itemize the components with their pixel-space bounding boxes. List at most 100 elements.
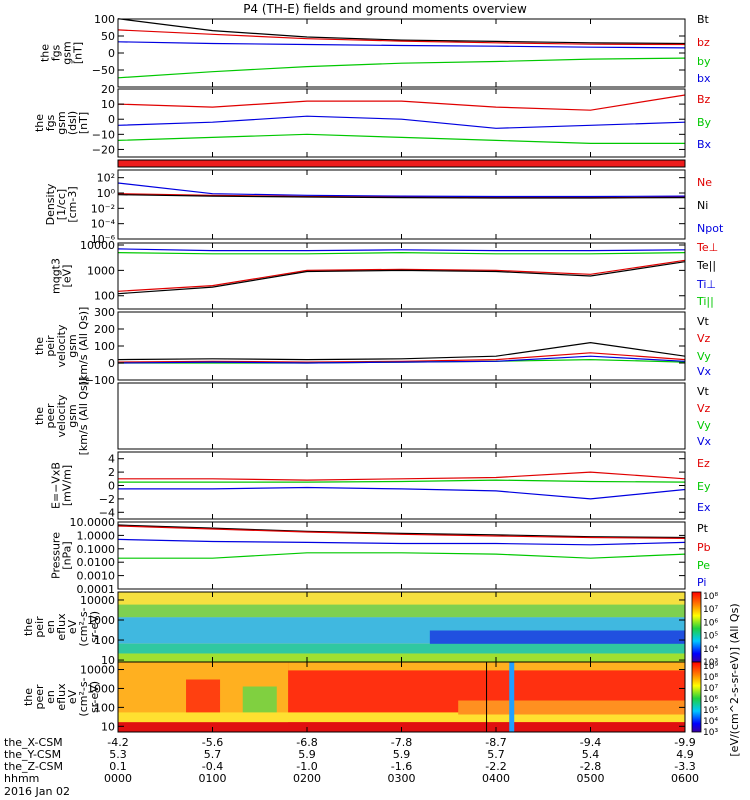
panel-8: 10.00001.00000.10000.01000.00100.0001Pre… — [50, 516, 711, 596]
y-tick-label: 0 — [108, 47, 115, 60]
legend-entry: Ti|| — [696, 295, 714, 308]
panel-ylabel: thepeirenefluxeV(cm²-s-sr-eV) — [22, 607, 101, 646]
panel-ylabel: thepeirvelocitygsm[km/s (All Qs)] — [33, 307, 90, 386]
series-line-Ni — [117, 194, 686, 199]
panel-ylabel: thepeervelocitygsm[km/s (All Qs)] — [33, 377, 90, 456]
footer-row-label: the_Z-CSM — [4, 760, 63, 773]
legend-entry: Npot — [697, 222, 724, 235]
legend-entry: Ex — [697, 501, 711, 514]
legend-entry: Ni — [697, 199, 708, 212]
colorbar-label: [eV/(cm^2-s-sr-eV)] (All Qs) — [728, 603, 741, 756]
y-tick-label: 0 — [108, 480, 115, 493]
y-tick-label: 10000 — [80, 664, 115, 677]
y-tick-label: 0.0010 — [77, 570, 116, 583]
colorbar-tick-label: 10⁶ — [703, 618, 718, 628]
footer-value: 5.9 — [393, 748, 411, 761]
panel-ylabel-line: eV — [66, 619, 79, 634]
y-tick-label: 2 — [108, 466, 115, 479]
panel-ylabel-line: peir — [33, 616, 46, 638]
panel-ylabel-line: [nT] — [72, 42, 85, 64]
panel-ylabel: thefgsgsm[nT] — [39, 41, 85, 64]
legend-entry: Vx — [697, 365, 712, 378]
series-line-Ey — [118, 479, 686, 483]
footer-value: 4.9 — [676, 748, 694, 761]
panel-ylabel: E=−VxB[mV/m] — [50, 462, 74, 509]
footer-value: -5.6 — [202, 736, 223, 749]
series-line-Pi — [117, 538, 686, 546]
colorbar-tick-label: 10⁸ — [703, 673, 718, 683]
footer-value: 0400 — [482, 772, 510, 785]
panel-frame — [117, 311, 686, 381]
y-tick-label: 200 — [94, 323, 115, 336]
y-tick-label: 300 — [94, 306, 115, 319]
panel-ylabel-line: the — [22, 618, 35, 636]
panel-ylabel-line: sr-eV) — [88, 681, 101, 713]
flag-bar-fill — [118, 160, 685, 167]
panel-ylabel-line: [1/cc] — [55, 189, 68, 220]
panel-ylabel-line: mqgt3 — [50, 258, 63, 294]
legend-entry: Ey — [697, 480, 711, 493]
panel-frame — [117, 382, 686, 450]
legend-entry: bx — [697, 72, 711, 85]
series-line-Ex — [118, 486, 686, 500]
colorbar-tick-label: 10⁷ — [703, 605, 718, 615]
panel-ylabel-line: [km/s (All Qs)] — [77, 307, 90, 386]
footer-value: -6.8 — [296, 736, 317, 749]
figure-title: P4 (TH-E) fields and ground moments over… — [243, 2, 527, 16]
colorbar-lower — [691, 661, 702, 733]
panel-ylabel-line: E=−VxB — [50, 462, 63, 509]
footer-row-label: the_Y-CSM — [4, 748, 61, 761]
y-tick-label: 100 — [94, 701, 115, 714]
footer-value: 0300 — [388, 772, 416, 785]
series-line-Ti|| — [117, 251, 686, 255]
colorbar-tick-label: 10⁹ — [703, 662, 718, 672]
colorbar-tick-label: 10⁷ — [703, 684, 718, 694]
y-tick-label: 10⁻² — [91, 202, 115, 215]
legend-entry: Pe — [697, 559, 710, 572]
series-line-Vz — [117, 352, 686, 363]
series-line-bz — [117, 29, 686, 46]
footer-value: 5.7 — [204, 748, 222, 761]
panel-4: 10000 1000 100 mqgt3[eV] Te⊥ Te|| Ti⊥ Ti|| — [50, 239, 718, 310]
footer-value: -1.6 — [391, 760, 412, 773]
panel-ylabel: mqgt3[eV] — [50, 258, 74, 294]
panel-ylabel-line: velocity — [55, 324, 68, 367]
panel-ylabel: thepeerenefluxeV(cm²-s-sr-eV) — [22, 677, 101, 716]
y-tick-label: 50 — [101, 30, 115, 43]
footer-value: -1.0 — [296, 760, 317, 773]
spectrogram-band — [458, 700, 685, 715]
y-tick-label: 100 — [94, 340, 115, 353]
panel-ylabel-line: Density — [44, 183, 57, 225]
y-tick-label: −4 — [99, 506, 115, 519]
y-tick-label: 0.0001 — [77, 583, 116, 596]
legend-entry: Te|| — [696, 259, 716, 272]
panel-ylabel-line: the — [33, 114, 46, 132]
footer-value: 5.9 — [298, 748, 316, 761]
series-line-Npot — [117, 182, 686, 198]
y-tick-label: 10 — [101, 98, 115, 111]
y-tick-label: −50 — [92, 64, 115, 77]
spectrogram-band — [242, 686, 277, 715]
footer-date: 2016 Jan 02 — [4, 785, 70, 798]
legend-entry: Bz — [697, 93, 711, 106]
panel-ylabel-line: [eV] — [61, 265, 74, 288]
footer: the_X-CSM -4.2 -5.6 -6.8 -7.8 -8.7 -9.4 -9.9 the… — [4, 736, 699, 798]
colorbar-tick-label: 10⁵ — [703, 706, 718, 716]
legend-entry: Vt — [697, 315, 710, 328]
y-tick-label: 1.0000 — [77, 529, 116, 542]
series-line-Pe — [118, 552, 686, 559]
colorbar-tick-label: 10³ — [703, 658, 718, 668]
y-tick-label: 1000 — [87, 614, 115, 627]
legend-entry: Bt — [697, 13, 710, 26]
panel-ylabel-line: eflux — [55, 613, 68, 641]
panel-ylabel-line: (dsl) — [66, 111, 79, 135]
y-tick-label: 20 — [101, 83, 115, 96]
panel-frame — [117, 451, 686, 520]
footer-value: 0200 — [293, 772, 321, 785]
panel-ylabel-line: gsm — [55, 111, 68, 134]
colorbar-tick-label: 10⁵ — [703, 632, 718, 642]
y-tick-label: 1000 — [87, 682, 115, 695]
y-tick-label: 10⁻⁴ — [91, 218, 116, 231]
footer-value: 5.4 — [582, 748, 600, 761]
